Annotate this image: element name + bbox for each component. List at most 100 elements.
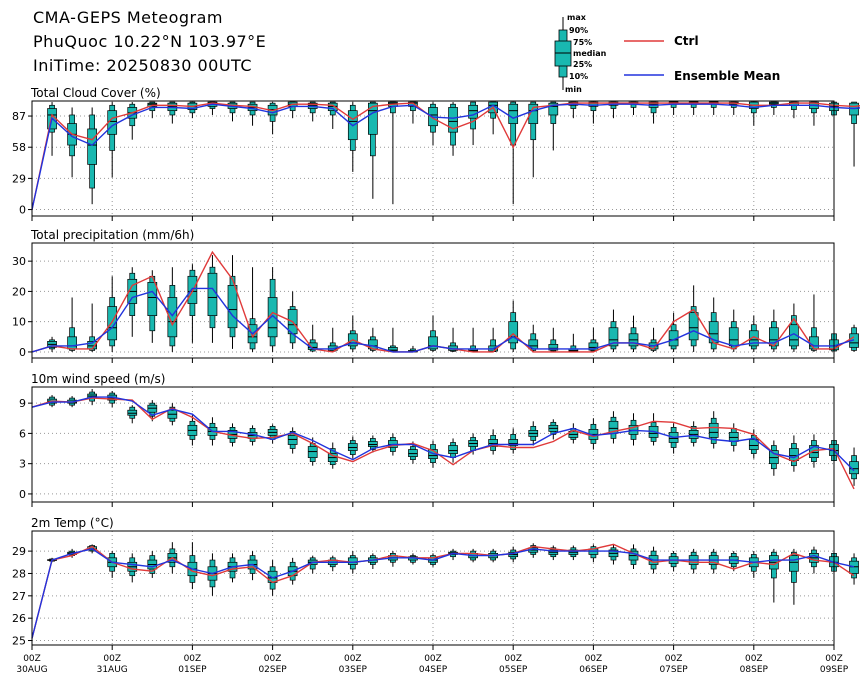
box-66h — [247, 267, 258, 352]
box-30h — [127, 102, 138, 140]
xtick-label-date: 09SEP — [820, 665, 849, 675]
box-228h — [789, 101, 799, 119]
box-inner — [107, 306, 118, 341]
ytick-label: 26 — [12, 612, 26, 625]
box-inner — [307, 446, 318, 458]
box-144h — [508, 300, 519, 352]
box-174h — [608, 411, 619, 444]
box-30h — [127, 267, 138, 337]
box-inner — [368, 441, 378, 447]
box-inner — [508, 439, 519, 446]
ytick-label: 0 — [19, 204, 26, 217]
xtick-label-date: 06SEP — [579, 665, 608, 675]
box-12h — [67, 107, 77, 178]
panel-frame — [31, 386, 835, 503]
xtick-label-time: 00Z — [504, 654, 522, 664]
box-inner — [849, 461, 859, 475]
box-108h — [388, 327, 398, 352]
box-inner — [147, 404, 158, 413]
ytick-label: 30 — [12, 255, 26, 268]
box-96h — [347, 436, 358, 459]
init-time: IniTime: 20250830 00UTC — [33, 56, 253, 75]
box-inner — [127, 409, 138, 416]
box-inner — [468, 104, 478, 119]
box-90h — [327, 555, 338, 572]
box-6h — [47, 336, 57, 352]
ensemble-mean-line — [31, 103, 860, 210]
box-138h — [488, 429, 498, 455]
ytick-label: 28 — [12, 567, 26, 580]
box-204h — [708, 411, 719, 449]
box-144h — [508, 546, 519, 563]
xtick-label-date: 02SEP — [258, 665, 287, 675]
box-inner — [708, 422, 719, 438]
xtick-label-time: 00Z — [103, 654, 121, 664]
key-label-p75: 75% — [573, 38, 592, 47]
box-54h — [207, 255, 218, 343]
box-inner — [588, 342, 599, 351]
box-inner — [809, 445, 819, 458]
ytick-label: 0 — [19, 346, 26, 359]
key-label-max: max — [567, 13, 587, 22]
xtick-label-time: 00Z — [825, 654, 843, 664]
box-192h — [668, 312, 679, 352]
box-inner — [728, 432, 739, 442]
box-48h — [187, 415, 198, 446]
box-inner — [508, 321, 519, 344]
ytick-label: 0 — [19, 488, 26, 501]
box-inner — [448, 445, 458, 454]
panel-frame — [31, 100, 835, 217]
box-228h — [789, 548, 799, 605]
box-162h — [568, 423, 579, 444]
xtick-label-time: 00Z — [23, 654, 41, 664]
xtick-label-time: 00Z — [424, 654, 442, 664]
box-246h — [849, 553, 859, 585]
box-222h — [768, 309, 779, 352]
box-inner — [347, 443, 358, 451]
box-30h — [127, 553, 138, 583]
ytick-label: 29 — [12, 545, 26, 558]
box-180h — [628, 544, 639, 569]
x-axis-labels: 00Z30AUG00Z31AUG00Z01SEP00Z02SEP00Z03SEP… — [16, 654, 848, 675]
boxplot-key: max 90% 75% median 25% 10% min — [554, 13, 607, 94]
box-114h — [408, 553, 418, 565]
box-inner — [728, 327, 739, 347]
box-inner — [428, 336, 438, 350]
box-222h — [768, 548, 779, 603]
box-150h — [528, 421, 539, 446]
box-222h — [768, 440, 779, 476]
panel-title: Total Cloud Cover (%) — [30, 86, 161, 100]
box-inner — [688, 312, 699, 341]
box-96h — [347, 102, 358, 172]
box-84h — [307, 437, 318, 466]
ytick-label: 27 — [12, 590, 26, 603]
xtick-label-time: 00Z — [665, 654, 683, 664]
panel-4: 25 26 27 28 29 2m Temp (°C) — [12, 516, 859, 650]
box-102h — [368, 101, 378, 199]
box-150h — [528, 324, 539, 352]
box-228h — [789, 303, 799, 352]
panel-frame — [31, 242, 835, 359]
box-48h — [187, 264, 198, 343]
ytick-label: 29 — [12, 172, 26, 185]
box-inner — [548, 344, 559, 351]
legend-mean-label: Ensemble Mean — [674, 69, 780, 83]
panel-3: 0 3 6 9 10m wind speed (m/s) — [19, 372, 859, 507]
box-180h — [628, 315, 639, 352]
ytick-label: 25 — [12, 635, 26, 648]
box-156h — [548, 419, 559, 440]
box-228h — [789, 435, 799, 472]
station-location: PhuQuoc 10.22°N 103.97°E — [33, 32, 267, 51]
box-30h — [127, 405, 138, 424]
box-144h — [508, 101, 519, 205]
xtick-label-date: 05SEP — [499, 665, 528, 675]
box-132h — [468, 101, 478, 146]
chart-title: CMA-GEPS Meteogram — [33, 8, 224, 27]
box-144h — [508, 428, 519, 454]
box-12h — [67, 297, 77, 352]
legend: Ctrl Ensemble Mean — [624, 34, 780, 83]
ensemble-mean-line — [31, 548, 855, 639]
box-78h — [287, 427, 298, 454]
ytick-label: 87 — [12, 110, 26, 123]
